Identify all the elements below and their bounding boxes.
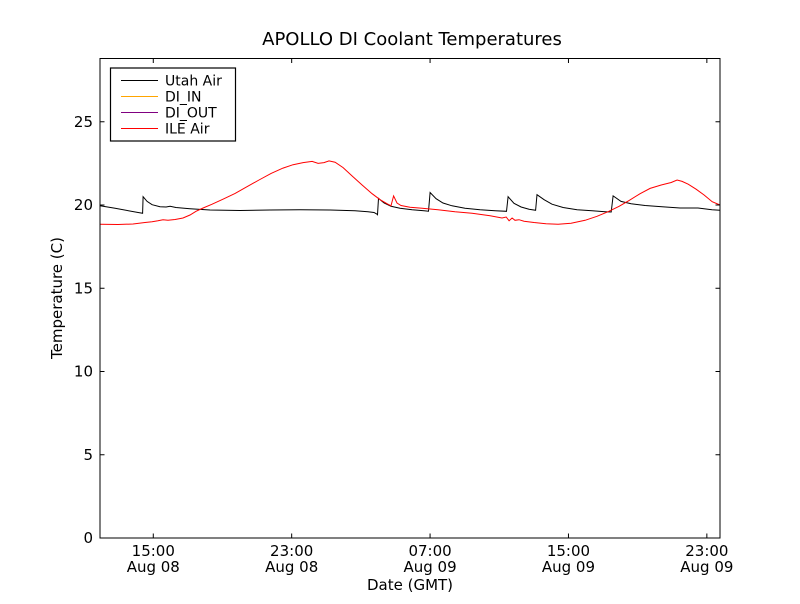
legend-label: Utah Air (165, 74, 222, 90)
y-axis-label: Temperature (C) (48, 237, 66, 360)
x-axis-label: Date (GMT) (367, 576, 453, 594)
legend-label: DI_IN (165, 90, 202, 106)
x-tick-label-time: 15:00 (547, 542, 590, 560)
chart-title: APOLLO DI Coolant Temperatures (262, 29, 562, 50)
y-tick-label: 20 (74, 196, 93, 214)
x-tick-label-date: Aug 09 (680, 558, 733, 576)
series-line-utah-air (99, 191, 721, 216)
y-tick-label: 15 (74, 279, 93, 297)
x-tick-label-date: Aug 08 (127, 558, 180, 576)
x-tick-label-time: 15:00 (132, 542, 175, 560)
legend-label: ILE Air (165, 122, 210, 138)
x-tick-label-time: 07:00 (408, 542, 451, 560)
x-tick-label-time: 23:00 (685, 542, 728, 560)
plot-series (99, 160, 721, 539)
x-tick-label-date: Aug 09 (403, 558, 456, 576)
series-line-ile-air (99, 160, 721, 226)
y-tick-label: 10 (74, 363, 93, 381)
x-tick-label-date: Aug 09 (542, 558, 595, 576)
plot-border (99, 58, 721, 539)
y-tick-label: 25 (74, 113, 93, 131)
y-tick-label: 5 (83, 446, 93, 464)
x-tick-label-time: 23:00 (270, 542, 313, 560)
y-tick-label: 0 (83, 529, 93, 547)
legend-label: DI_OUT (165, 106, 217, 122)
x-tick-label-date: Aug 08 (265, 558, 318, 576)
